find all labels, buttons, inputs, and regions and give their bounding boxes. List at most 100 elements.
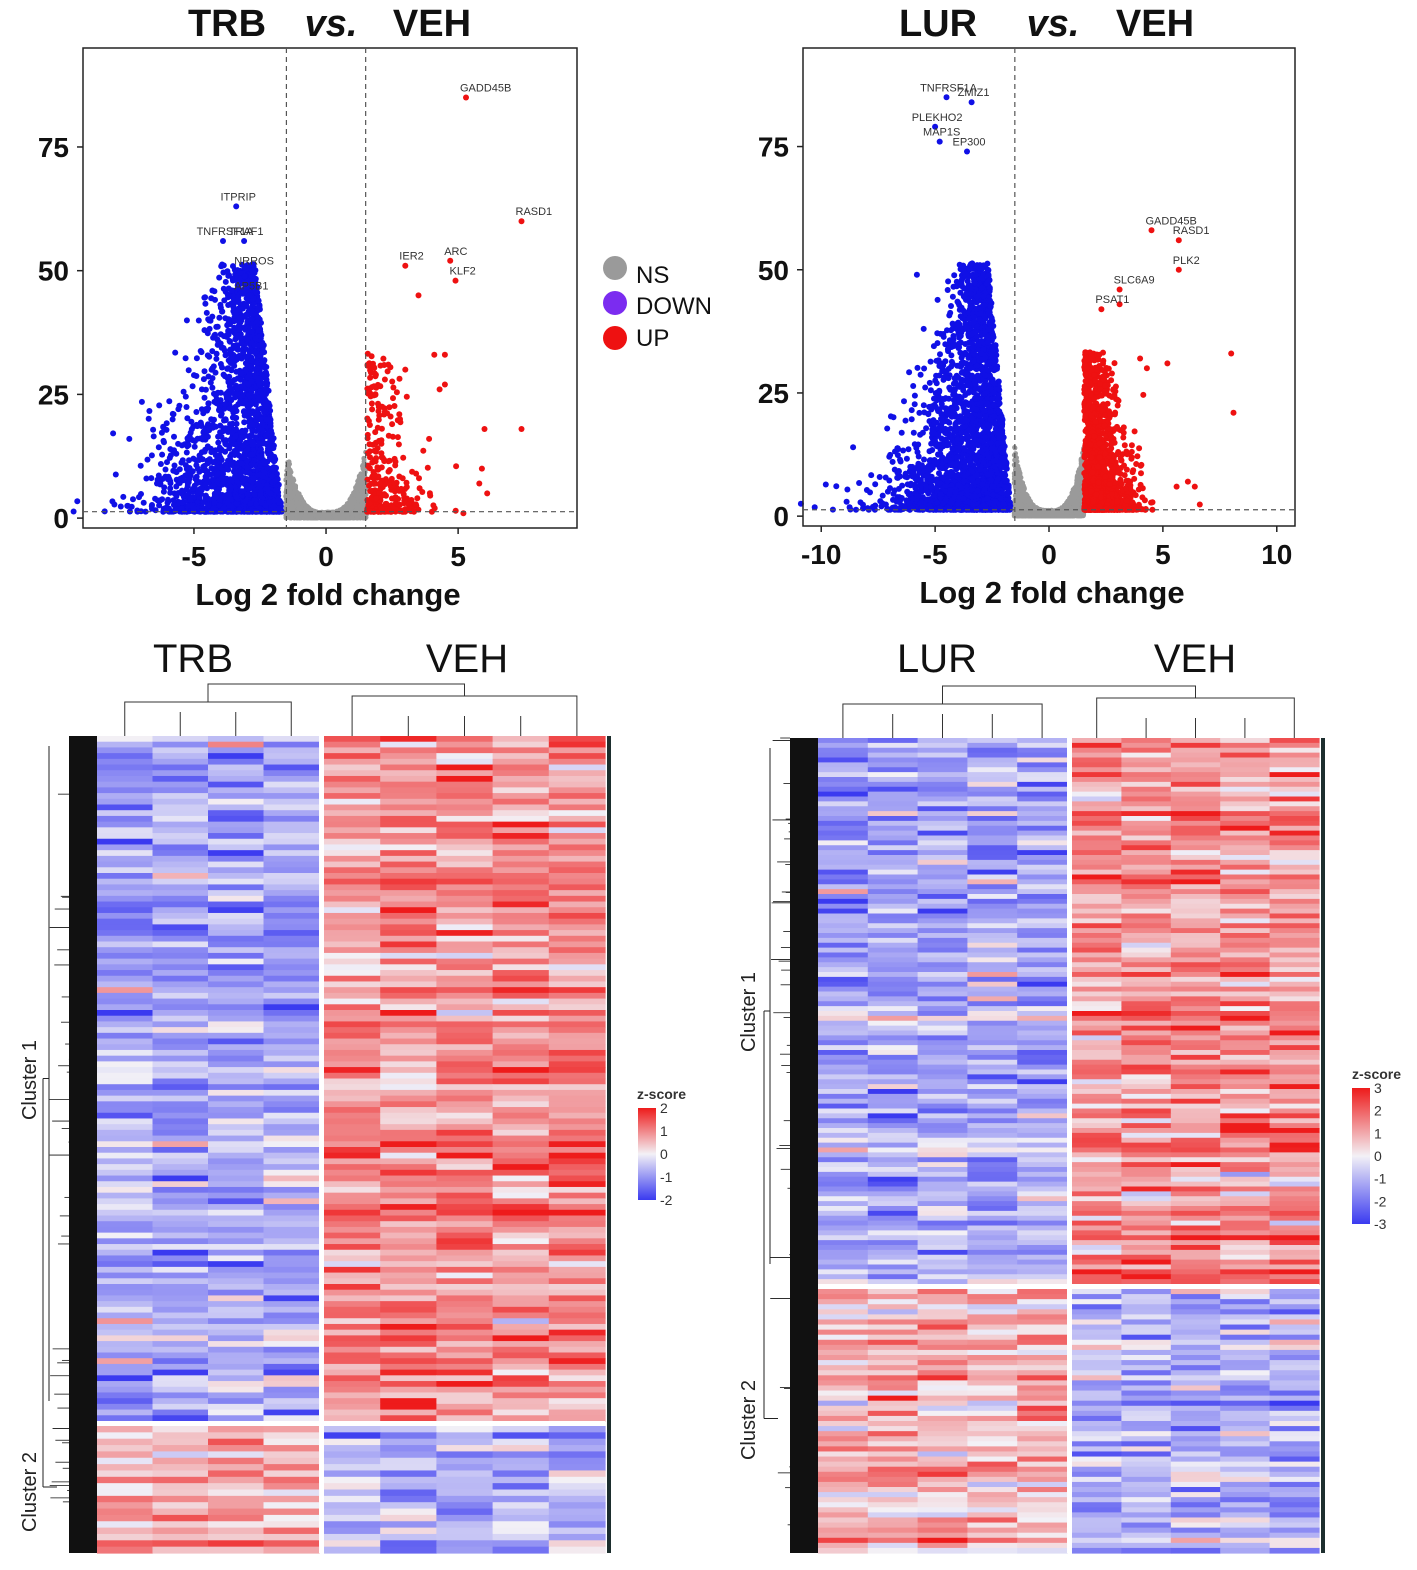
down-point [250,410,257,417]
down-point [189,485,196,492]
up-point [406,504,412,511]
x-tick-label: 5 [450,541,466,572]
gene-label: ITPRIP [220,191,255,203]
down-point [145,415,152,422]
down-point [236,314,243,321]
up-point [372,429,379,436]
volcano-trb-gene-labels: GADD45BRASD1ARCIER2KLF2ITPRIPTNFRSF1ATRA… [197,83,553,299]
down-point [205,405,212,412]
down-point [202,492,209,499]
up-point [397,416,403,423]
down-point [257,491,264,498]
ns-point [349,515,355,521]
down-point [171,462,178,469]
up-point [371,383,378,390]
down-point [268,427,274,434]
down-point [202,300,209,307]
up-point [381,456,387,463]
down-point [109,498,116,505]
up-point [395,441,402,448]
ns-point [308,512,314,518]
gene-label: NRROS [234,256,274,268]
down-point [244,491,251,498]
down-point [201,368,208,375]
down-point [255,305,262,311]
up-point [390,395,396,402]
down-point [225,491,232,497]
up-point [366,500,373,507]
gene-label: RASD1 [516,206,553,218]
down-point [247,484,254,491]
up-point [476,480,483,487]
down-point [214,463,220,470]
down-point [264,380,271,387]
down-point [238,488,245,495]
legend-ns-label: NS [636,262,669,289]
up-point [366,422,373,428]
down-point [163,426,170,433]
down-point [248,357,255,364]
down-point [209,375,216,382]
down-point [136,494,142,501]
down-point [227,360,234,366]
down-point [215,439,222,446]
down-point [216,444,223,451]
ns-point [356,504,362,510]
down-point [252,335,259,342]
labeled-gene-point [452,277,459,284]
gene-label: GADD45B [460,83,511,95]
down-point [202,386,209,393]
ns-point [354,515,360,521]
down-point [227,421,234,428]
ns-point [293,496,299,502]
ns-point [289,500,295,506]
down-point [223,393,230,400]
down-point [213,355,220,362]
volcano-trb: TRB vs. VEH GADD45BRASD1ARCIER2KLF2ITPRI… [38,3,578,612]
down-point [210,363,217,370]
up-point [396,487,403,494]
down-point [138,398,145,405]
down-point [233,494,240,501]
down-point [243,311,250,318]
down-point [183,449,190,456]
down-point [187,429,194,436]
y-tick-label: 50 [38,256,69,287]
down-point [206,325,213,332]
ns-point [287,467,293,473]
down-point [183,404,190,410]
up-point [396,375,403,382]
down-point [164,459,170,466]
down-point [194,423,201,430]
down-point [271,502,277,509]
ns-point [361,484,367,490]
up-point [368,480,375,487]
down-point [251,491,258,498]
down-point [201,394,208,401]
down-point [112,471,119,478]
up-point [452,507,459,514]
labeled-gene-point [249,267,256,274]
down-point [239,434,245,441]
down-point [217,429,224,436]
down-point [234,391,241,397]
down-point [228,484,234,491]
ns-point [293,515,299,521]
down-point [229,436,236,443]
down-point [194,465,201,472]
down-point [74,498,81,505]
down-point [233,426,239,433]
down-point [238,340,245,347]
ns-point [293,486,298,492]
labeled-gene-point [518,218,525,225]
down-point [220,505,227,511]
down-point [221,333,227,340]
volcano-lur: LUR vs. VEH TNFRSF1AZMIZ1PLEKHO2MAP1SEP3… [758,3,1296,610]
up-point [453,463,460,470]
down-point [255,314,262,321]
up-point [367,374,374,381]
down-point [148,503,155,510]
down-point [274,476,281,483]
volcano-trb-title-left: TRB [188,3,266,45]
down-point [217,301,224,308]
